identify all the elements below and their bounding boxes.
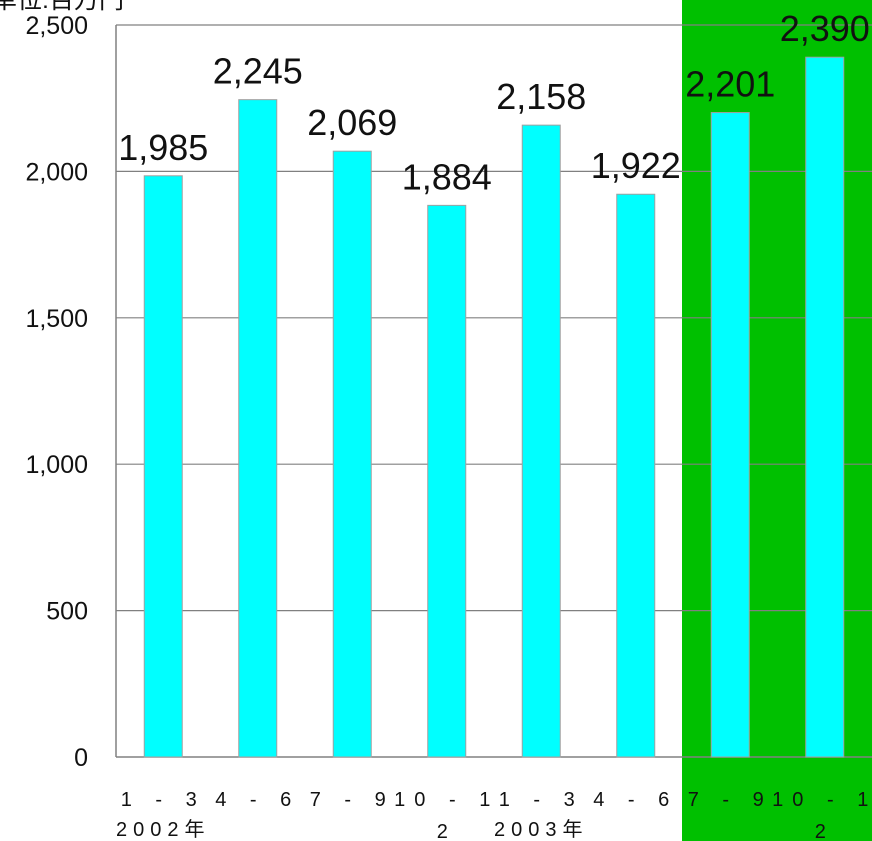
bar <box>238 99 278 758</box>
y-tick-label: 500 <box>46 598 88 626</box>
y-tick-label: 0 <box>74 744 88 772</box>
x-tick-label: 1 - 3 <box>499 789 584 811</box>
x-tick-label: 10 - 1 <box>394 789 499 811</box>
x-tick-label: 4 - 6 <box>593 789 678 811</box>
x-tick-label: 4 - 6 <box>215 789 300 811</box>
x-tick-label: 10 - 1 <box>772 789 872 811</box>
bar <box>332 150 372 758</box>
data-label: 2,158 <box>496 76 586 117</box>
x-tick-label-wrap: 2 <box>437 821 457 841</box>
data-label: 2,069 <box>307 102 397 143</box>
y-tick-label: 2,500 <box>25 12 88 40</box>
y-tick-label: 2,000 <box>25 158 88 186</box>
bar <box>143 175 183 758</box>
bar <box>521 124 561 758</box>
year-label: 2002年 <box>116 818 211 841</box>
bar <box>427 204 467 758</box>
data-label: 2,201 <box>685 64 775 105</box>
x-tick-label: 7 - 9 <box>310 789 395 811</box>
data-label: 2,390 <box>780 8 870 49</box>
unit-label: 単位:百万円 <box>0 0 124 14</box>
y-tick-labels: 0 500 1,000 1,500 2,000 2,500 <box>25 12 88 772</box>
bar <box>710 112 750 758</box>
data-label: 1,884 <box>402 156 492 197</box>
year-label: 2003年 <box>494 818 589 841</box>
bar <box>805 56 845 758</box>
data-label: 1,922 <box>591 145 681 186</box>
y-tick-label: 1,500 <box>25 305 88 333</box>
x-tick-label-wrap: 2 <box>815 821 835 841</box>
x-tick-label: 1 - 3 <box>121 789 206 811</box>
bars <box>143 56 845 758</box>
data-label: 1,985 <box>118 127 208 168</box>
data-label: 2,245 <box>213 51 303 92</box>
x-tick-label: 7 - 9 <box>688 789 773 811</box>
y-tick-label: 1,000 <box>25 451 88 479</box>
bar <box>616 193 656 758</box>
